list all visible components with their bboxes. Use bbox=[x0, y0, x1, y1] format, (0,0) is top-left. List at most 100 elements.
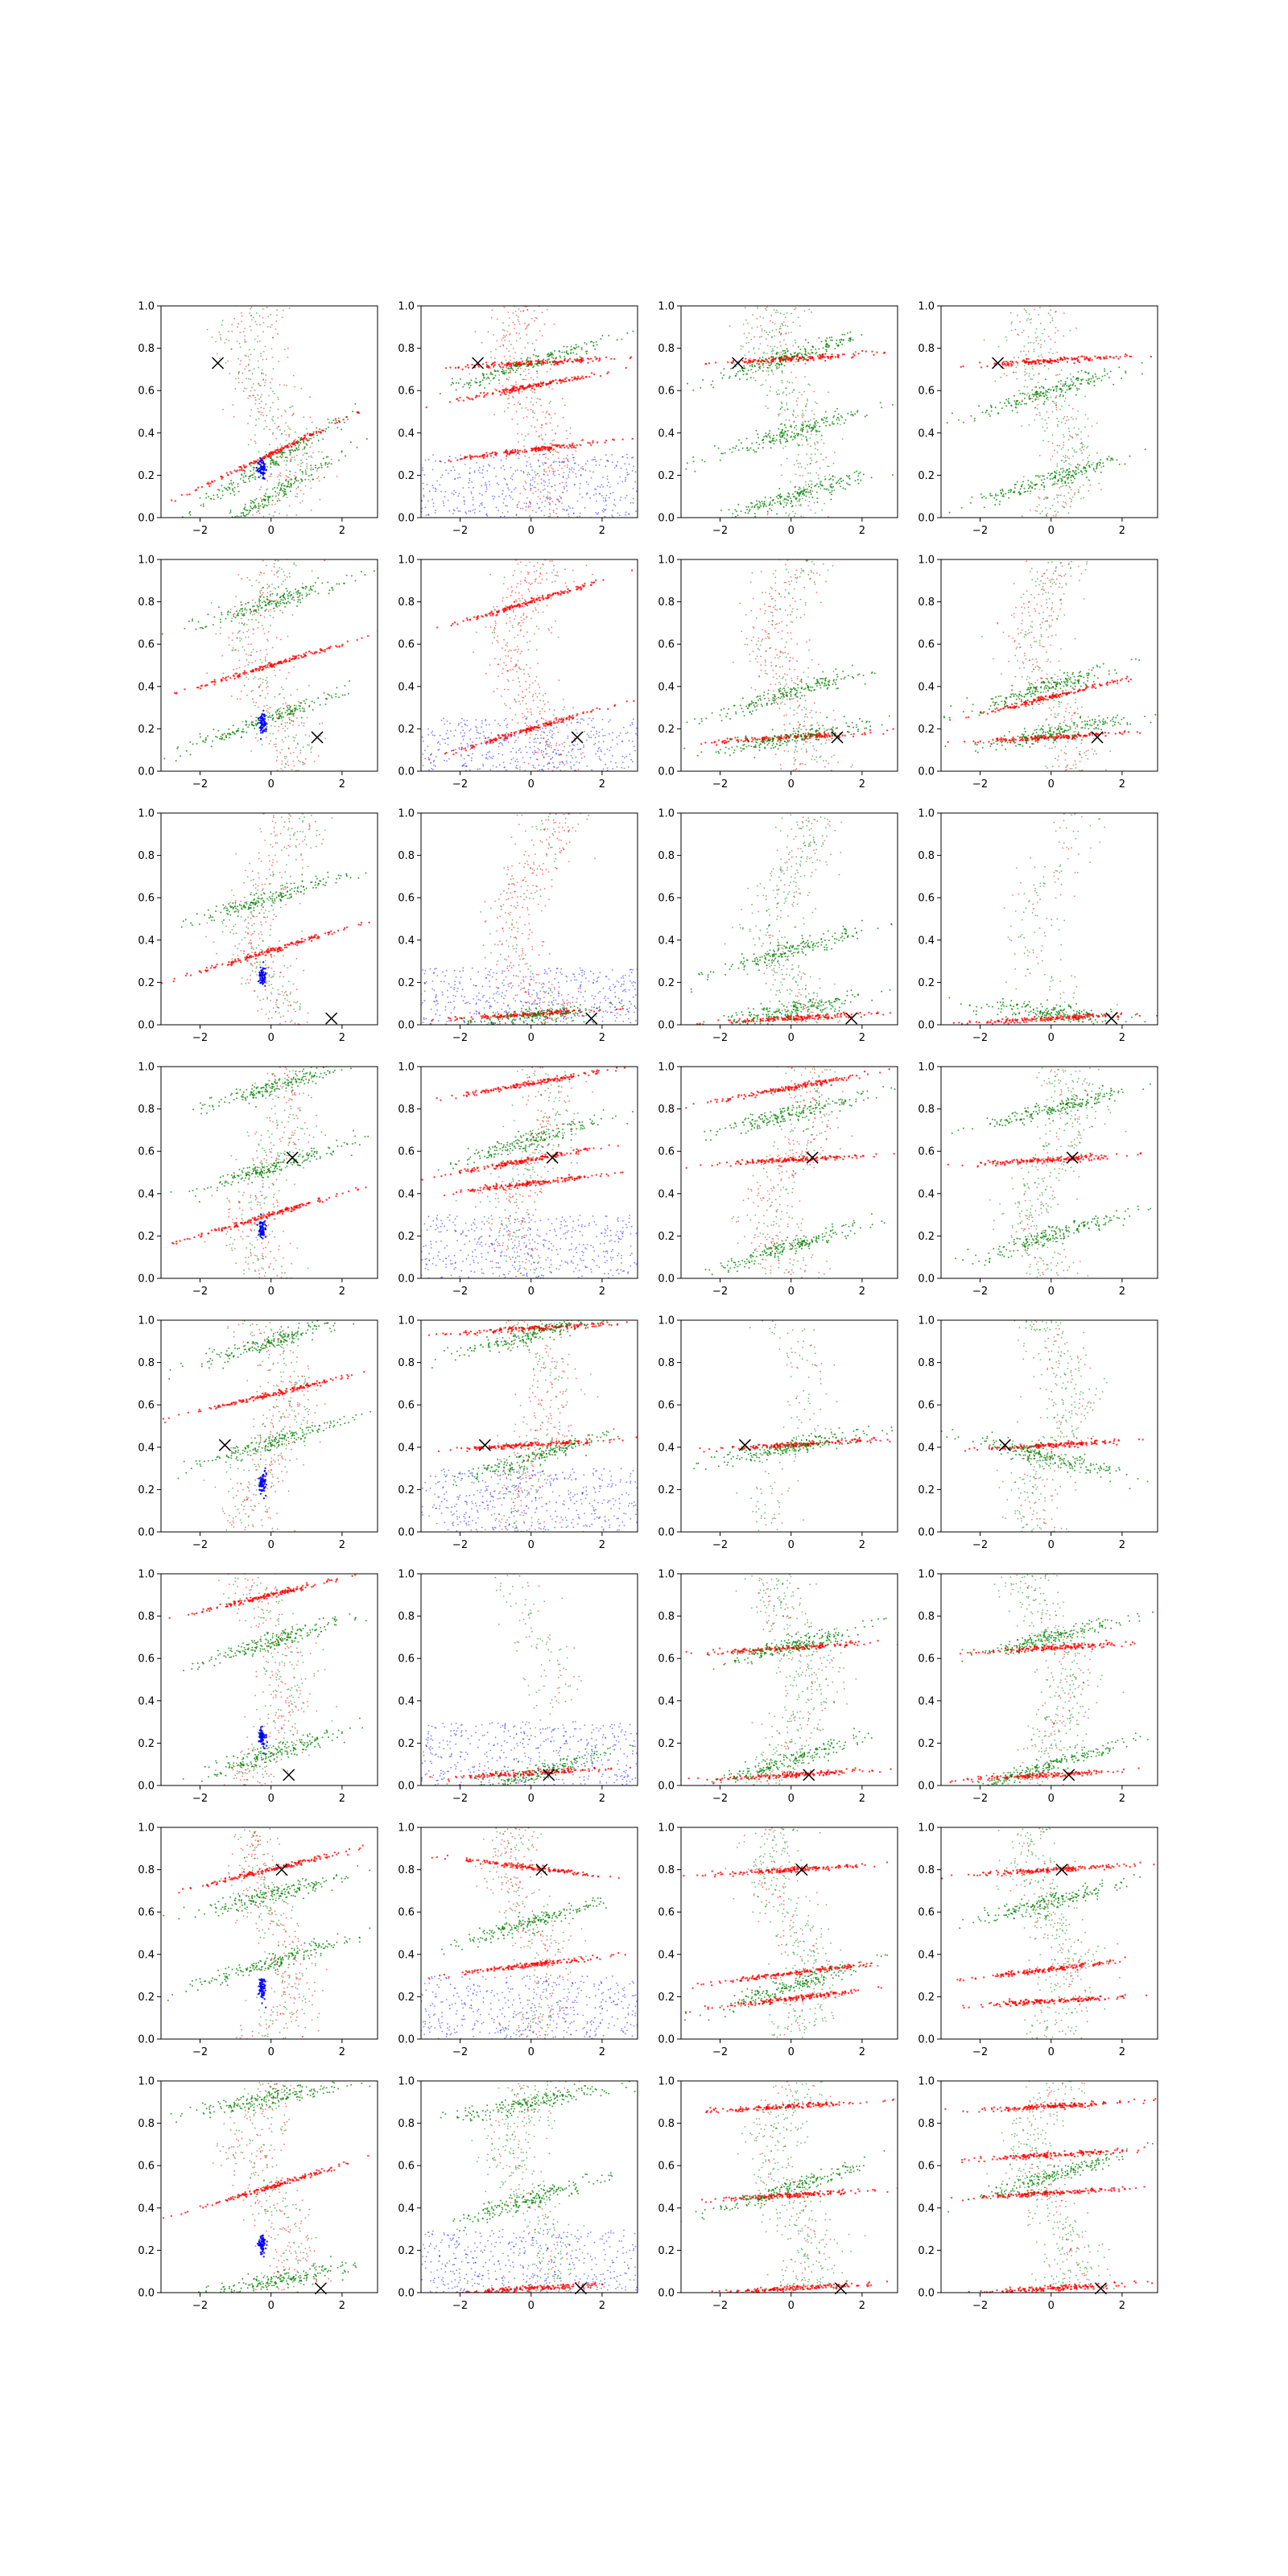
red-point bbox=[550, 497, 552, 500]
green-point bbox=[1061, 390, 1063, 392]
green-point bbox=[848, 340, 849, 342]
green-point bbox=[802, 421, 803, 423]
blue-point bbox=[577, 464, 580, 466]
green-point bbox=[818, 477, 819, 480]
green-point bbox=[578, 469, 580, 472]
green-point bbox=[261, 500, 263, 502]
green-point bbox=[300, 459, 302, 461]
green-point bbox=[1008, 402, 1010, 404]
green-point bbox=[485, 374, 488, 375]
green-point bbox=[266, 676, 268, 679]
red-point bbox=[824, 359, 827, 362]
green-point bbox=[258, 366, 259, 369]
blue-point bbox=[615, 465, 617, 467]
green-point bbox=[551, 429, 553, 431]
green-point bbox=[758, 436, 759, 439]
blue-point bbox=[608, 481, 609, 483]
red-point bbox=[1036, 510, 1038, 513]
green-point bbox=[811, 459, 813, 461]
red-point bbox=[229, 471, 232, 473]
green-point bbox=[302, 454, 304, 456]
blue-point bbox=[539, 453, 541, 456]
green-point bbox=[570, 352, 572, 354]
green-point bbox=[1063, 400, 1066, 402]
red-point bbox=[572, 459, 575, 461]
green-point bbox=[753, 353, 756, 354]
red-point bbox=[277, 729, 279, 732]
green-point bbox=[759, 365, 762, 368]
green-point bbox=[823, 442, 825, 444]
red-point bbox=[255, 701, 258, 704]
red-point bbox=[792, 321, 795, 324]
red-point bbox=[596, 441, 599, 444]
green-point bbox=[802, 428, 804, 431]
green-point bbox=[1087, 373, 1089, 375]
red-point bbox=[543, 445, 545, 448]
red-point bbox=[506, 390, 508, 393]
red-point bbox=[535, 360, 537, 362]
green-point bbox=[469, 386, 471, 389]
red-point bbox=[770, 320, 771, 322]
green-point bbox=[268, 504, 270, 506]
x-marker bbox=[992, 357, 1005, 369]
green-point bbox=[1051, 434, 1054, 436]
green-point bbox=[748, 341, 749, 344]
red-point bbox=[490, 316, 493, 319]
green-point bbox=[765, 379, 767, 382]
green-point bbox=[1038, 386, 1041, 389]
red-point bbox=[836, 353, 840, 357]
green-point bbox=[818, 336, 820, 339]
red-point bbox=[469, 454, 471, 456]
green-point bbox=[1050, 508, 1051, 510]
green-point bbox=[220, 633, 221, 634]
red-point bbox=[793, 421, 795, 423]
red-point bbox=[292, 720, 295, 723]
green-point bbox=[289, 576, 291, 578]
red-point bbox=[258, 508, 261, 510]
green-point bbox=[252, 316, 254, 319]
red-point bbox=[780, 351, 782, 353]
green-point bbox=[1068, 463, 1070, 464]
red-point bbox=[549, 492, 551, 494]
green-point bbox=[219, 357, 221, 360]
red-point bbox=[785, 332, 787, 335]
green-point bbox=[282, 612, 283, 614]
green-point bbox=[857, 482, 860, 485]
blue-point bbox=[579, 487, 581, 489]
green-point bbox=[1067, 469, 1069, 471]
red-point bbox=[1070, 436, 1072, 438]
green-point bbox=[303, 762, 304, 764]
red-point bbox=[1005, 365, 1008, 367]
green-point bbox=[1047, 368, 1050, 369]
red-point bbox=[1067, 357, 1070, 360]
red-point bbox=[1042, 359, 1045, 361]
green-point bbox=[595, 341, 597, 343]
green-point bbox=[1039, 322, 1042, 324]
red-point bbox=[250, 415, 251, 417]
red-point bbox=[555, 382, 559, 385]
red-point bbox=[303, 493, 304, 495]
green-point bbox=[266, 587, 269, 589]
green-point bbox=[256, 324, 258, 325]
green-point bbox=[832, 416, 835, 419]
red-point bbox=[828, 516, 829, 518]
green-point bbox=[327, 456, 329, 458]
green-point bbox=[1067, 449, 1069, 451]
green-point bbox=[771, 437, 774, 440]
green-point bbox=[250, 308, 251, 310]
green-point bbox=[573, 444, 576, 446]
green-point bbox=[791, 506, 793, 508]
green-point bbox=[327, 418, 329, 420]
blue-point bbox=[565, 481, 568, 484]
blue-point bbox=[618, 514, 621, 517]
green-point bbox=[536, 370, 538, 373]
red-point bbox=[269, 707, 271, 708]
red-point bbox=[531, 343, 534, 345]
red-point bbox=[561, 502, 563, 504]
red-point bbox=[514, 403, 515, 406]
blue-point bbox=[625, 514, 626, 516]
green-point bbox=[832, 339, 833, 341]
blue-point bbox=[543, 453, 546, 456]
red-point bbox=[796, 355, 799, 358]
red-point bbox=[254, 389, 256, 391]
